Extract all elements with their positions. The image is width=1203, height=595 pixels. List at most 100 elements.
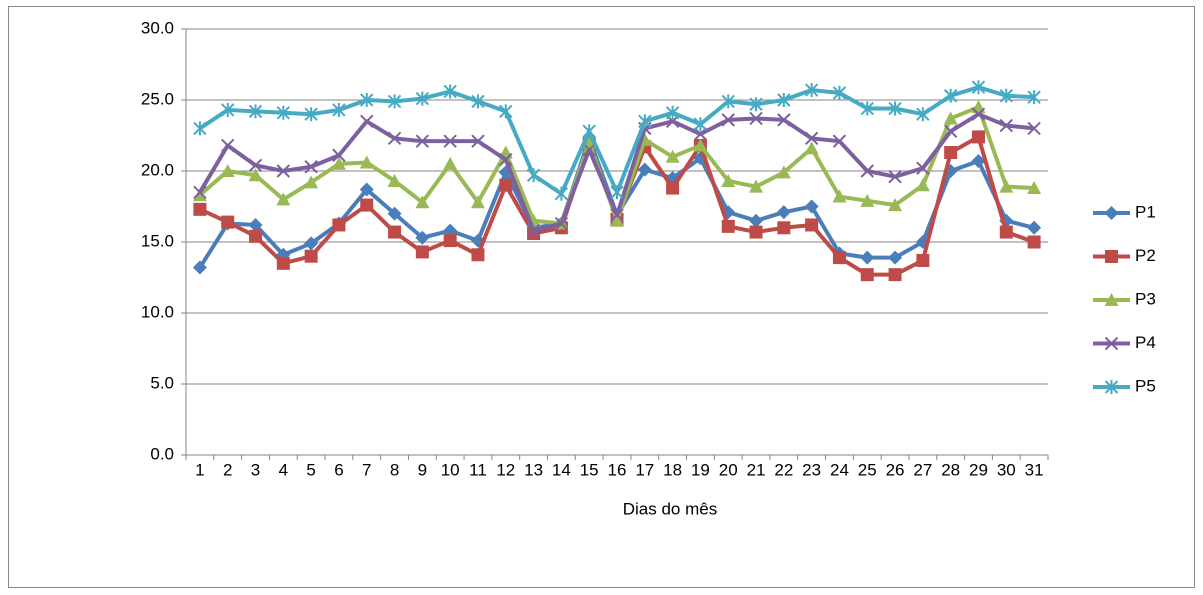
series — [193, 107, 1041, 238]
marker — [443, 84, 457, 99]
marker — [860, 193, 875, 207]
marker — [610, 213, 624, 227]
marker — [916, 107, 930, 122]
marker — [749, 111, 763, 126]
marker — [693, 127, 708, 141]
marker — [693, 117, 708, 132]
marker — [915, 178, 930, 192]
marker — [443, 234, 457, 248]
marker — [776, 205, 791, 220]
marker — [638, 114, 652, 129]
x-tick-label: 15 — [580, 460, 599, 479]
x-tick-label: 8 — [390, 460, 399, 479]
marker — [860, 268, 874, 282]
marker — [1104, 206, 1119, 220]
x-tick-label: 25 — [858, 460, 877, 479]
y-tick-label: 5.0 — [150, 373, 174, 392]
marker — [943, 111, 958, 125]
marker — [359, 155, 374, 169]
x-tick-label: 7 — [362, 460, 371, 479]
marker — [248, 104, 263, 119]
marker — [360, 114, 374, 129]
marker — [220, 164, 235, 177]
x-axis-title: Dias do mês — [623, 499, 717, 518]
marker — [832, 134, 847, 148]
marker — [415, 195, 430, 209]
marker — [415, 91, 430, 106]
marker — [610, 208, 624, 222]
marker — [415, 134, 430, 148]
marker — [276, 105, 291, 120]
marker — [749, 97, 763, 112]
marker — [471, 134, 485, 148]
marker — [415, 230, 430, 245]
marker — [526, 223, 541, 238]
marker — [304, 249, 318, 263]
x-tick-label: 12 — [496, 460, 515, 479]
marker — [387, 131, 402, 146]
marker — [999, 179, 1014, 193]
marker — [804, 199, 819, 214]
marker — [1027, 220, 1042, 235]
marker — [554, 186, 569, 201]
marker — [1104, 293, 1119, 306]
marker — [610, 185, 624, 200]
marker — [582, 124, 596, 139]
marker — [860, 101, 874, 116]
y-tick-label: 25.0 — [141, 89, 174, 108]
marker — [470, 195, 485, 209]
marker — [276, 256, 290, 270]
marker — [749, 179, 764, 193]
x-tick-label: 17 — [635, 460, 654, 479]
marker — [888, 169, 902, 184]
marker — [860, 164, 874, 178]
marker — [666, 181, 680, 195]
marker — [248, 168, 263, 182]
marker — [916, 161, 930, 175]
marker — [1027, 235, 1041, 249]
marker — [332, 148, 346, 163]
marker — [804, 131, 819, 146]
marker — [1104, 336, 1119, 351]
x-tick-label: 27 — [913, 460, 932, 479]
marker — [471, 94, 485, 109]
x-tick-label: 5 — [306, 460, 315, 479]
marker — [971, 80, 986, 95]
marker — [916, 253, 930, 267]
marker — [304, 107, 318, 122]
x-tick-label: 16 — [608, 460, 627, 479]
marker — [721, 173, 736, 187]
marker — [499, 178, 513, 192]
marker — [943, 88, 958, 103]
x-tick-label: 4 — [279, 460, 288, 479]
marker — [749, 213, 764, 228]
x-tick-label: 3 — [251, 460, 260, 479]
marker — [360, 93, 374, 107]
y-tick-label: 30.0 — [141, 18, 174, 37]
x-tick-label: 6 — [334, 460, 343, 479]
marker — [777, 93, 791, 107]
marker — [221, 138, 235, 153]
legend-label: P2 — [1135, 246, 1156, 265]
marker — [248, 217, 263, 232]
series — [192, 100, 1042, 230]
marker — [499, 104, 513, 119]
marker — [192, 260, 207, 275]
marker — [805, 218, 819, 232]
marker — [999, 118, 1013, 133]
marker — [332, 102, 346, 117]
marker — [943, 124, 958, 138]
marker — [276, 164, 291, 178]
marker — [665, 105, 680, 120]
x-tick-label: 1 — [195, 460, 204, 479]
marker — [888, 198, 903, 212]
marker — [471, 248, 485, 262]
x-tick-label: 20 — [719, 460, 738, 479]
marker — [359, 182, 374, 197]
marker — [276, 192, 291, 206]
marker — [249, 229, 263, 243]
x-tick-label: 24 — [830, 460, 849, 479]
marker — [832, 189, 847, 203]
